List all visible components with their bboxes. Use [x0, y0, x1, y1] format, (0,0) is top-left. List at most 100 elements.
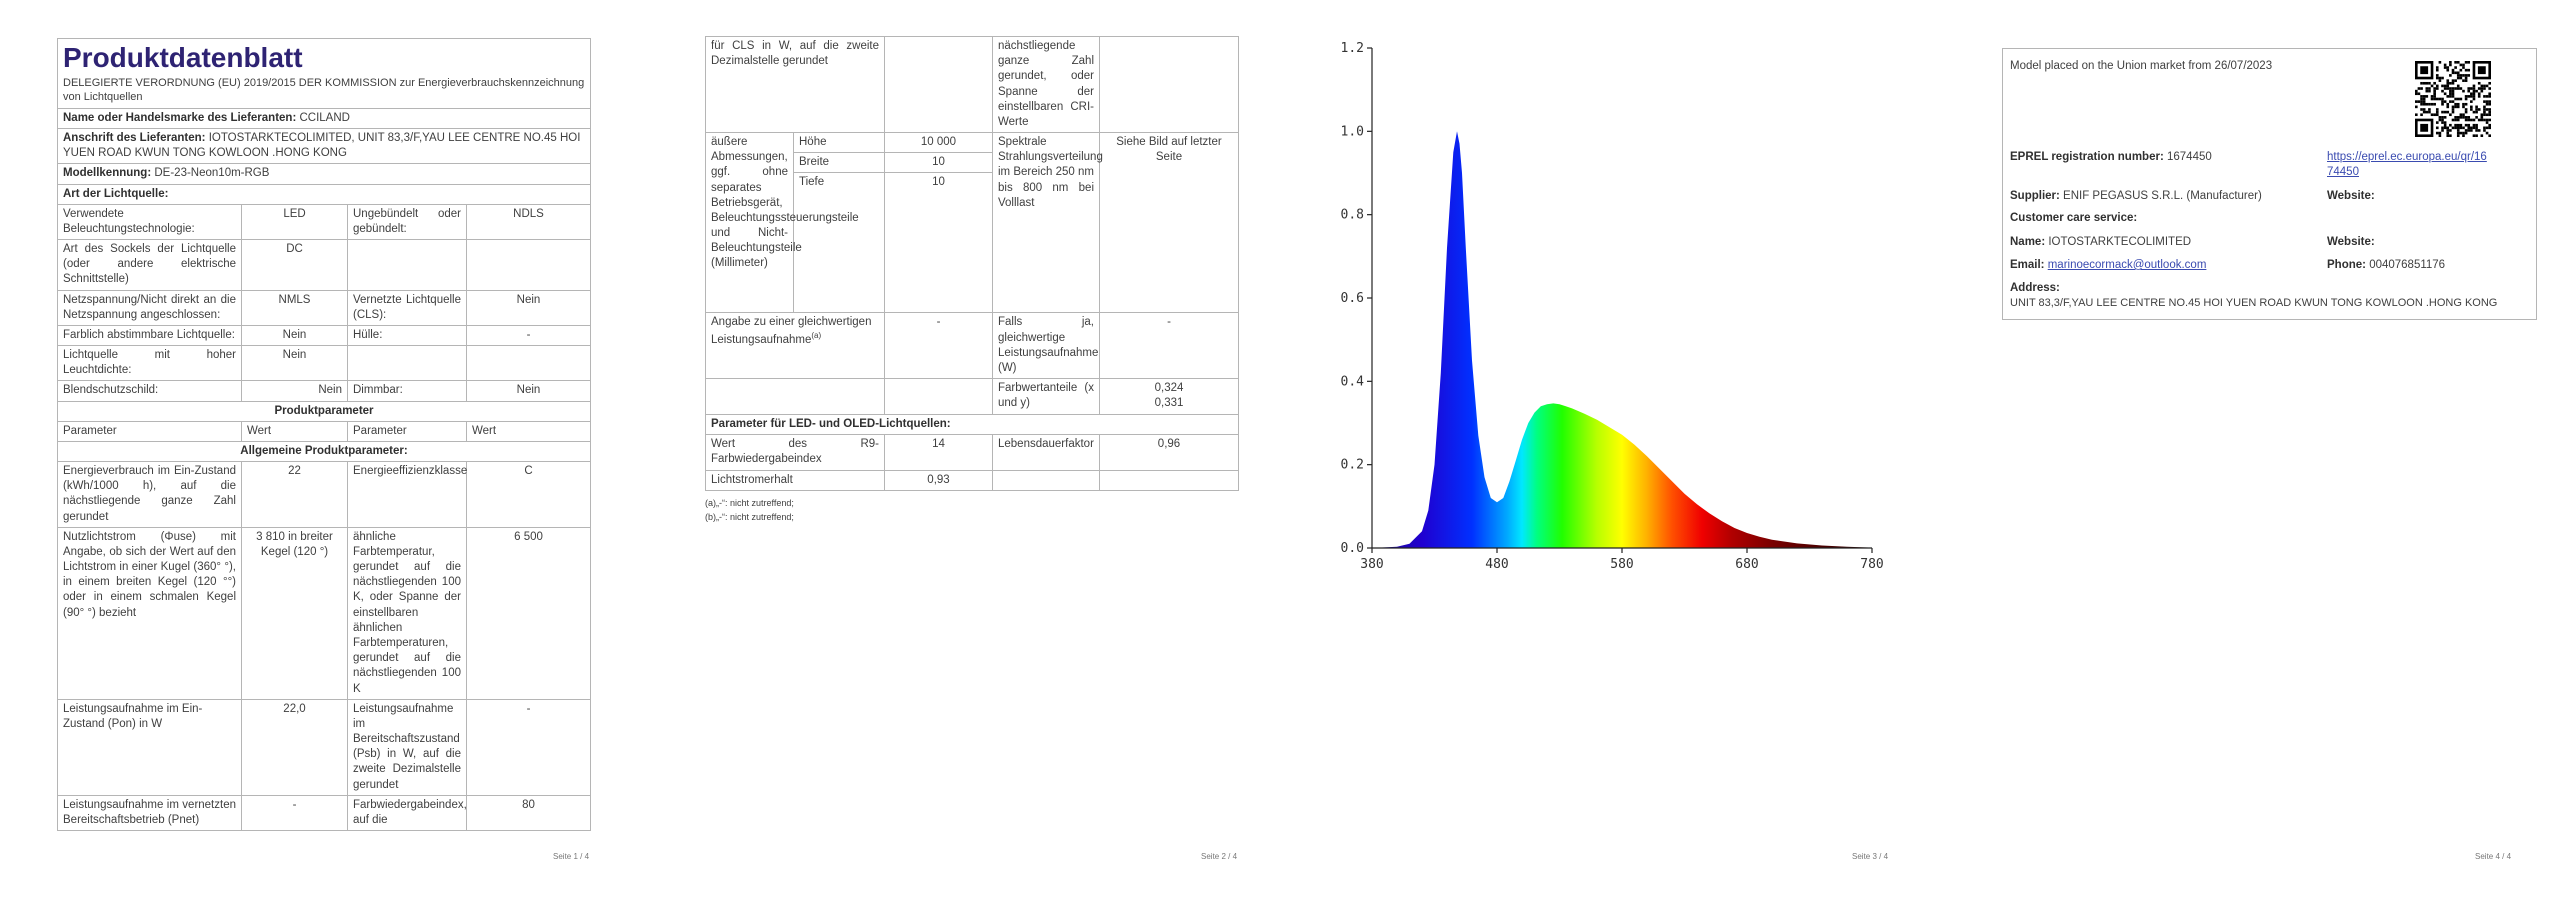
address-row: Anschrift des Lieferanten: IOTOSTARKTECO…: [57, 127, 591, 165]
table-row: Energieverbrauch im Ein-Zustand (kWh/100…: [57, 461, 591, 528]
table-row: Art des Sockels der Lichtquelle (oder an…: [57, 239, 591, 291]
param-label: [992, 469, 1100, 491]
qr-code-icon[interactable]: [2415, 61, 2491, 137]
x-tick-label: 580: [1610, 557, 1633, 572]
param-label: ähnliche Farbtemperatur, gerundet auf di…: [347, 526, 467, 700]
param-value: [884, 35, 993, 134]
registration-value: 1674450: [2167, 151, 2212, 163]
page-number: Seite 1 / 4: [553, 852, 590, 861]
param-label: Lichtquelle mit hoher Leuchtdichte:: [57, 345, 242, 382]
param-value: 0,96: [1099, 434, 1239, 471]
y-tick-label: 0.8: [1341, 208, 1364, 223]
supplier-row: Name oder Handelsmarke des Lieferanten: …: [57, 107, 591, 130]
column-header-row: Parameter Wert Parameter Wert: [57, 420, 591, 442]
param-value: 22,0: [241, 698, 348, 796]
x-tick-label: 480: [1485, 557, 1508, 572]
table-row: Breite 10: [706, 152, 1239, 174]
param-label: Wert des R9-Farbwiedergabeindex: [705, 434, 885, 471]
column-header-param: Parameter: [347, 420, 467, 442]
eprel-link-line-2[interactable]: 74450: [2327, 166, 2359, 179]
footnote-a: (a)„-“: nicht zutreffend;: [705, 497, 794, 508]
param-value: -: [1099, 312, 1239, 380]
param-value: LED: [241, 203, 348, 241]
chromaticity-label: Farbwertanteile (x und y): [992, 378, 1100, 416]
footnote-marker: (a): [811, 330, 822, 340]
care-email-row: Email: marinoecormack@outlook.com: [2010, 258, 2206, 273]
param-value: [466, 345, 591, 382]
general-params-header: Allgemeine Produktparameter:: [57, 440, 591, 463]
address-value: IOTOSTARKTECOLIMITED, UNIT 83,3/F,YAU LE…: [63, 132, 581, 160]
param-label: Farblich abstimmbare Lichtquelle:: [57, 324, 242, 347]
param-value: Nein: [466, 289, 591, 326]
param-label: Blendschutzschild:: [57, 380, 242, 402]
registration-row: EPREL registration number: 1674450: [2010, 150, 2212, 165]
param-value: NMLS: [241, 289, 348, 326]
chromaticity-values: 0,324 0,331: [1099, 378, 1239, 416]
param-value: [466, 239, 591, 291]
param-label: Hülle:: [347, 324, 467, 347]
table-row: Netzspannung/Nicht direkt an die Netzspa…: [57, 289, 591, 326]
param-label: Energieverbrauch im Ein-Zustand (kWh/100…: [57, 461, 242, 528]
spectrum-page: 0.0 0.2 0.4 0.6 0.8 1.0 1.2 380 480 580 680 780: [1330, 0, 1890, 865]
equivalent-power-text: Angabe zu einer gleichwertigen Leistungs…: [711, 316, 872, 346]
x-tick-label: 380: [1360, 557, 1383, 572]
table-row: Blendschutzschild: Nein Dimmbar: Nein: [57, 380, 591, 402]
spectral-distribution-chart: 0.0 0.2 0.4 0.6 0.8 1.0 1.2 380 480 580 680 780: [1341, 41, 1884, 572]
registration-label: EPREL registration number:: [2010, 151, 2164, 163]
market-placement-text: Model placed on the Union market from 26…: [2010, 60, 2273, 72]
y-tick-label: 0.6: [1341, 291, 1364, 306]
datasheet-table-page-1: Produktdatenblatt DELEGIERTE VERORDNUNG …: [57, 38, 591, 832]
datasheet-page-2: für CLS in W, auf die zweite Dezimalstel…: [705, 0, 1239, 865]
website-label: Website:: [2327, 190, 2375, 202]
param-label: Netzspannung/Nicht direkt an die Netzspa…: [57, 289, 242, 326]
table-row: Wert des R9-Farbwiedergabeindex 14 Leben…: [705, 434, 1239, 471]
table-row: äußere Abmessungen, ggf. ohne separates …: [705, 132, 1239, 314]
param-label: Lichtstromerhalt: [705, 469, 885, 491]
model-value: DE-23-Neon10m-RGB: [154, 167, 270, 180]
supplier-label: Supplier:: [2010, 190, 2060, 202]
eprel-link[interactable]: https://eprel.ec.europa.eu/qr/16 74450: [2327, 150, 2527, 180]
product-params-header: Produktparameter: [57, 400, 591, 422]
param-value: 3 810 in breiter Kegel (120 °): [241, 526, 348, 700]
spectral-label: Spektrale Strahlungsverteilung im Bereic…: [992, 132, 1103, 314]
model-row: Modellkennung: DE-23-Neon10m-RGB: [57, 163, 591, 185]
footnote-b: (b)„-“: nicht zutreffend;: [705, 512, 794, 523]
care-name-label: Name:: [2010, 236, 2046, 248]
column-header-value: Wert: [466, 420, 591, 442]
table-row: Lichtquelle mit hoher Leuchtdichte: Nein: [57, 345, 591, 382]
param-value: C: [466, 461, 591, 528]
empty-cell: [705, 378, 885, 416]
eprel-link-line-1[interactable]: https://eprel.ec.europa.eu/qr/16: [2327, 151, 2487, 163]
led-params-header: Parameter für LED- und OLED-Lichtquellen…: [705, 414, 1239, 436]
param-value: Nein: [241, 345, 348, 382]
care-email-link[interactable]: marinoecormack@outlook.com: [2047, 259, 2207, 271]
param-value: -: [466, 698, 591, 796]
eprel-page: Model placed on the Union market from 26…: [2002, 0, 2537, 865]
x-tick-label: 680: [1735, 557, 1758, 572]
param-label: für CLS in W, auf die zweite Dezimalstel…: [705, 35, 885, 134]
chromaticity-y: 0,331: [1154, 397, 1184, 410]
page-number: Seite 4 / 4: [2475, 852, 2512, 861]
dimension-value: 10: [884, 172, 993, 314]
supplier-row: Supplier: ENIF PEGASUS S.R.L. (Manufactu…: [2010, 189, 2262, 204]
care-address-value: UNIT 83,3/F,YAU LEE CENTRE NO.45 HOI YUE…: [2010, 297, 2498, 309]
param-label: Verwendete Beleuchtungstechnologie:: [57, 203, 242, 241]
param-label: Ungebündelt oder gebündelt:: [347, 203, 467, 241]
param-value: Nein: [241, 324, 348, 347]
model-label: Modellkennung:: [63, 167, 152, 180]
supplier-label: Name oder Handelsmarke des Lieferanten:: [63, 111, 297, 124]
y-tick-label: 0.2: [1341, 458, 1364, 473]
eprel-info-card: Model placed on the Union market from 26…: [2002, 48, 2537, 320]
light-source-type-header: Art der Lichtquelle:: [57, 183, 591, 205]
param-label: Farbwiedergabeindex, auf die: [347, 794, 467, 832]
param-label: Vernetzte Lichtquelle (CLS):: [347, 289, 467, 326]
empty-cell: [884, 378, 993, 416]
page-number: Seite 3 / 4: [1852, 852, 1889, 861]
param-value: -: [884, 312, 993, 380]
dimension-value: 10: [884, 152, 993, 174]
param-label: Leistungsaufnahme im Ein-Zustand (Pon) i…: [57, 698, 242, 796]
equivalent-power-label: Angabe zu einer gleichwertigen Leistungs…: [705, 312, 885, 380]
param-value: Nein: [241, 380, 348, 402]
care-phone-value: 004076851176: [2369, 259, 2446, 271]
regulation-subtitle: DELEGIERTE VERORDNUNG (EU) 2019/2015 DER…: [63, 76, 585, 104]
